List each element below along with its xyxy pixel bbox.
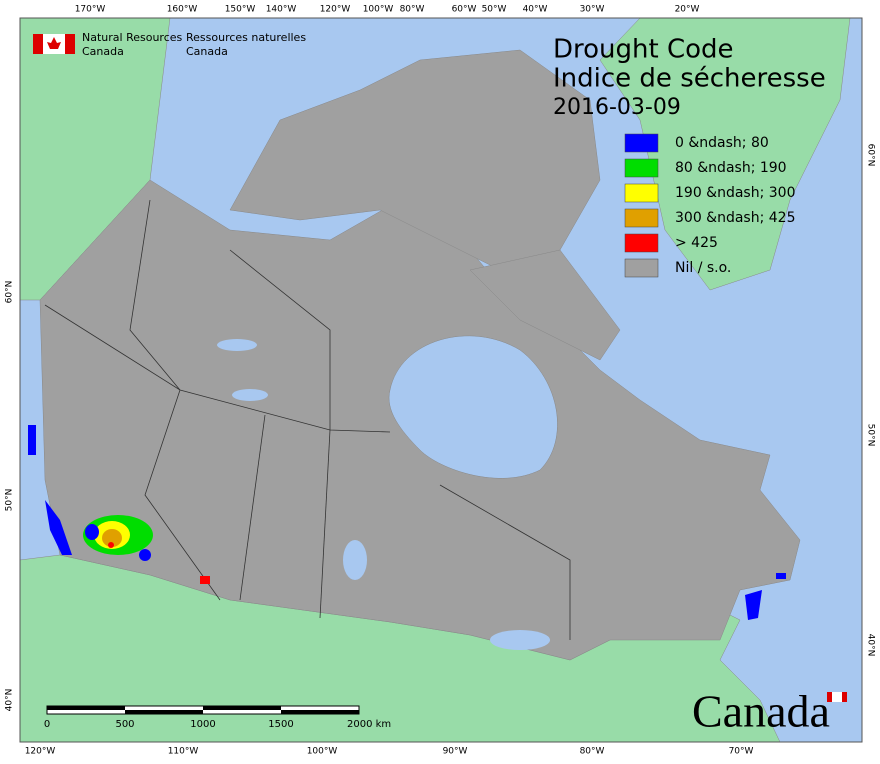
wordmark-flag-field (832, 692, 842, 702)
longitude-label: 120°W (320, 5, 351, 15)
area-class (200, 576, 210, 584)
scale-label: 0 (44, 719, 50, 730)
wordmark-flag-bar (842, 692, 847, 702)
agency-fr: Ressources naturelles (186, 31, 306, 44)
latitude-label: 50°N (5, 489, 15, 512)
longitude-label: 140°W (266, 5, 297, 15)
agency-signature: Natural Resources Canada Ressources natu… (33, 31, 306, 58)
scale-bar: 0 500 1000 1500 2000 km (44, 705, 391, 730)
longitude-label: 20°W (675, 5, 700, 15)
baffin-island (469, 249, 621, 361)
scale-bar-segment (203, 706, 281, 710)
boundary (44, 304, 391, 433)
frame-border (19, 17, 863, 743)
longitude-label: 100°W (363, 5, 394, 15)
area-class (28, 425, 36, 455)
legend-swatch (624, 158, 659, 178)
flag-bar (33, 34, 43, 54)
legend-label: 190 &ndash; 300 (675, 185, 795, 201)
longitude-label: 80°W (580, 747, 605, 757)
legend-swatch (624, 208, 659, 228)
latitude-label: 60°N (866, 144, 876, 167)
legend-swatch (624, 183, 659, 203)
graticule-labels: 170°W 160°W 150°W 140°W 120°W 100°W 80°W 60°W 50… (5, 5, 876, 757)
area-class (776, 573, 786, 579)
scale-label: 500 (115, 719, 134, 730)
scale-label: 1000 (190, 719, 215, 730)
longitude-label: 110°W (168, 747, 199, 757)
drought-areas (28, 425, 786, 620)
latitude-label: 50°N (866, 424, 876, 447)
scale-bar-segment (125, 710, 203, 714)
longitude-label: 120°W (25, 747, 56, 757)
legend-label: 80 &ndash; 190 (675, 160, 787, 176)
legend-swatch (624, 133, 659, 153)
legend-label: 0 &ndash; 80 (675, 135, 769, 151)
hudson-bay (388, 335, 558, 479)
lake (490, 630, 550, 650)
arctic-archipelago (229, 49, 601, 271)
area-class (45, 500, 72, 555)
boundary (144, 389, 221, 601)
latitude-label: 60°N (5, 281, 15, 304)
area-class (102, 529, 122, 547)
canada-wordmark: Canada (692, 686, 847, 737)
legend: 0 &ndash; 80 80 &ndash; 190 190 &ndash; 30… (624, 133, 795, 278)
longitude-label: 90°W (443, 747, 468, 757)
area-class (745, 590, 762, 620)
map-frame (19, 17, 863, 743)
longitude-label: 160°W (167, 5, 198, 15)
longitude-label: 70°W (729, 747, 754, 757)
wordmark-flag-bar (827, 692, 832, 702)
title: Indice de sécheresse (553, 64, 826, 94)
flag-bar (65, 34, 75, 54)
boundaries (44, 199, 571, 640)
longitude-label: 30°W (580, 5, 605, 15)
legend-label: Nil / s.o. (675, 260, 731, 276)
latitude-label: 40°N (5, 689, 15, 712)
longitude-label: 40°W (523, 5, 548, 15)
greenland (599, 17, 851, 291)
longitude-label: 150°W (225, 5, 256, 15)
longitude-label: 60°W (452, 5, 477, 15)
latitude-label: 40°N (866, 634, 876, 657)
area-class (108, 542, 114, 548)
agency-en: Canada (82, 45, 124, 58)
agency-fr: Canada (186, 45, 228, 58)
scale-bar-segment (47, 706, 125, 710)
legend-label: 300 &ndash; 425 (675, 210, 795, 226)
legend-swatch (624, 233, 659, 253)
scale-bar-segment (281, 710, 359, 714)
agency-en: Natural Resources (82, 31, 183, 44)
area-class (85, 524, 99, 540)
boundary (439, 484, 571, 640)
maple-leaf (47, 37, 61, 49)
lake (217, 339, 257, 351)
lake (232, 389, 268, 401)
boundary (319, 429, 331, 619)
area-class (139, 549, 151, 561)
longitude-label: 170°W (75, 5, 106, 15)
longitude-label: 100°W (307, 747, 338, 757)
scale-label: 1500 (268, 719, 293, 730)
title: Drought Code (553, 35, 734, 65)
longitude-label: 50°W (482, 5, 507, 15)
scale-label: 2000 km (347, 719, 391, 730)
longitude-label: 80°W (400, 5, 425, 15)
lake (343, 540, 367, 580)
legend-swatch (624, 258, 659, 278)
date: 2016-03-09 (553, 95, 681, 120)
boundary (129, 199, 181, 391)
boundary (239, 414, 266, 601)
boundary (229, 249, 331, 430)
legend-label: > 425 (675, 235, 718, 251)
wordmark: Canada (692, 686, 830, 737)
